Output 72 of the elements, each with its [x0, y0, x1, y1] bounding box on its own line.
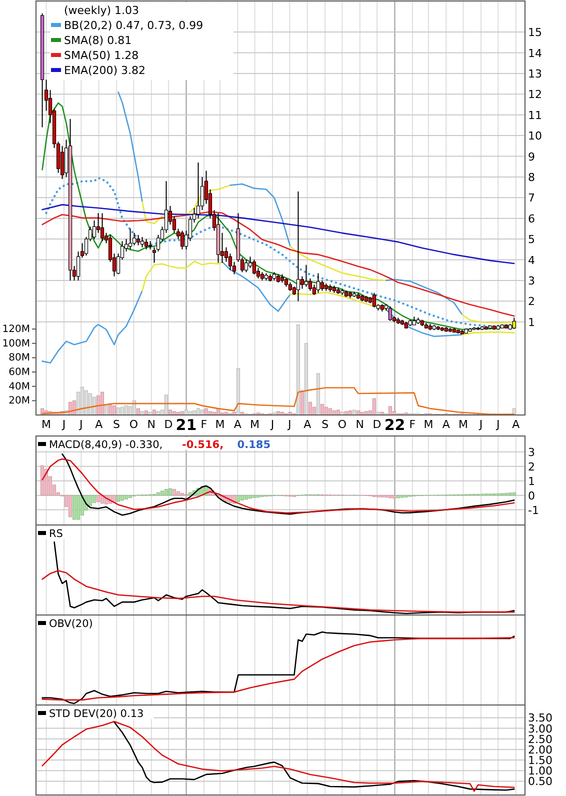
y-tick-label: 4	[528, 253, 535, 266]
y-tick-label: 0.50	[528, 774, 552, 788]
x-tick-label: A	[304, 418, 312, 431]
x-tick-label: M	[458, 418, 468, 431]
y-tick-label: 6	[528, 212, 535, 225]
y2-tick-label: 120M	[2, 324, 30, 335]
x-tick-label: A	[442, 418, 450, 431]
legend-label: EMA(200) 3.82	[64, 64, 146, 77]
x-tick-label: N	[356, 418, 364, 431]
y2-tick-label: 80M	[8, 352, 30, 364]
y-tick-label: 3	[528, 274, 535, 287]
x-tick-label: J	[61, 418, 66, 431]
y-tick-label: 2	[528, 460, 535, 473]
y-tick-label: 12	[528, 88, 542, 101]
y-tick-label: 3.50	[528, 711, 552, 724]
x-tick-label: J	[478, 418, 483, 431]
y-tick-label: -1	[528, 503, 539, 516]
x-tick-label: A	[512, 418, 520, 431]
legend-label: RS	[49, 528, 64, 540]
legend-label: OBV(20)	[49, 618, 93, 630]
y2-tick-label: 60M	[8, 366, 30, 378]
x-tick-label: J	[270, 418, 274, 431]
x-tick-label: F	[200, 418, 208, 431]
y-tick-label: 7	[528, 191, 535, 204]
y-tick-label: 3.00	[528, 722, 552, 735]
legend-label: SMA(8) 0.81	[64, 34, 132, 47]
y-tick-label: 1.00	[528, 764, 552, 778]
x-tick-label: 21	[176, 416, 197, 434]
x-tick-label: A	[234, 418, 242, 431]
legend-label: BB(20,2) 0.47, 0.73, 0.99	[64, 19, 204, 32]
x-tick-label: O	[129, 418, 138, 431]
x-tick-label: J	[496, 418, 500, 431]
legend-label: STD DEV(20) 0.13	[49, 708, 144, 720]
x-tick-label: S	[113, 418, 120, 431]
x-tick-label: F	[409, 418, 416, 431]
legend-label: MACD(8,40,9) -0.330,	[49, 439, 163, 451]
y-tick-label: 5	[528, 232, 535, 246]
x-tick-label: O	[338, 418, 347, 431]
x-tick-label: S	[322, 418, 329, 431]
y2-tick-label: 20M	[8, 395, 30, 406]
x-tick-label: D	[164, 418, 173, 431]
y2-tick-label: 40M	[8, 380, 30, 392]
y-tick-label: 2.00	[528, 742, 552, 756]
text: -0.516,	[182, 439, 224, 451]
y-tick-label: 1.50	[528, 754, 552, 767]
y-tick-label: 9	[528, 150, 535, 163]
x-tick-label: M	[250, 418, 260, 431]
y-tick-label: 10	[528, 129, 542, 142]
x-tick-label: J	[78, 418, 83, 431]
legend-label: SMA(50) 1.28	[64, 49, 139, 62]
y-tick-label: 2.50	[528, 732, 552, 746]
x-tick-label: N	[147, 418, 156, 431]
y-tick-label: 1	[528, 315, 535, 328]
y-tick-label: 1	[528, 474, 535, 488]
y-tick-label: 11	[528, 108, 542, 122]
x-tick-label: M	[424, 418, 434, 431]
x-tick-label: 22	[384, 416, 406, 434]
y-tick-label: 14	[528, 46, 542, 60]
y-tick-label: 8	[528, 170, 535, 184]
x-tick-label: M	[42, 418, 52, 431]
y-tick-label: 13	[528, 66, 542, 80]
annotation: 0.185	[237, 439, 271, 451]
x-tick-label: A	[95, 418, 104, 431]
y-tick-label: 0	[528, 488, 535, 502]
y-tick-label: 3	[528, 445, 535, 458]
x-tick-label: M	[215, 418, 225, 431]
y-tick-label: 15	[528, 26, 542, 39]
chart-title: (weekly) 1.03	[64, 4, 140, 17]
y-tick-label: 2	[528, 294, 535, 308]
y2-tick-label: 100M	[2, 338, 30, 349]
x-tick-label: J	[287, 418, 292, 431]
x-tick-label: D	[372, 418, 382, 431]
